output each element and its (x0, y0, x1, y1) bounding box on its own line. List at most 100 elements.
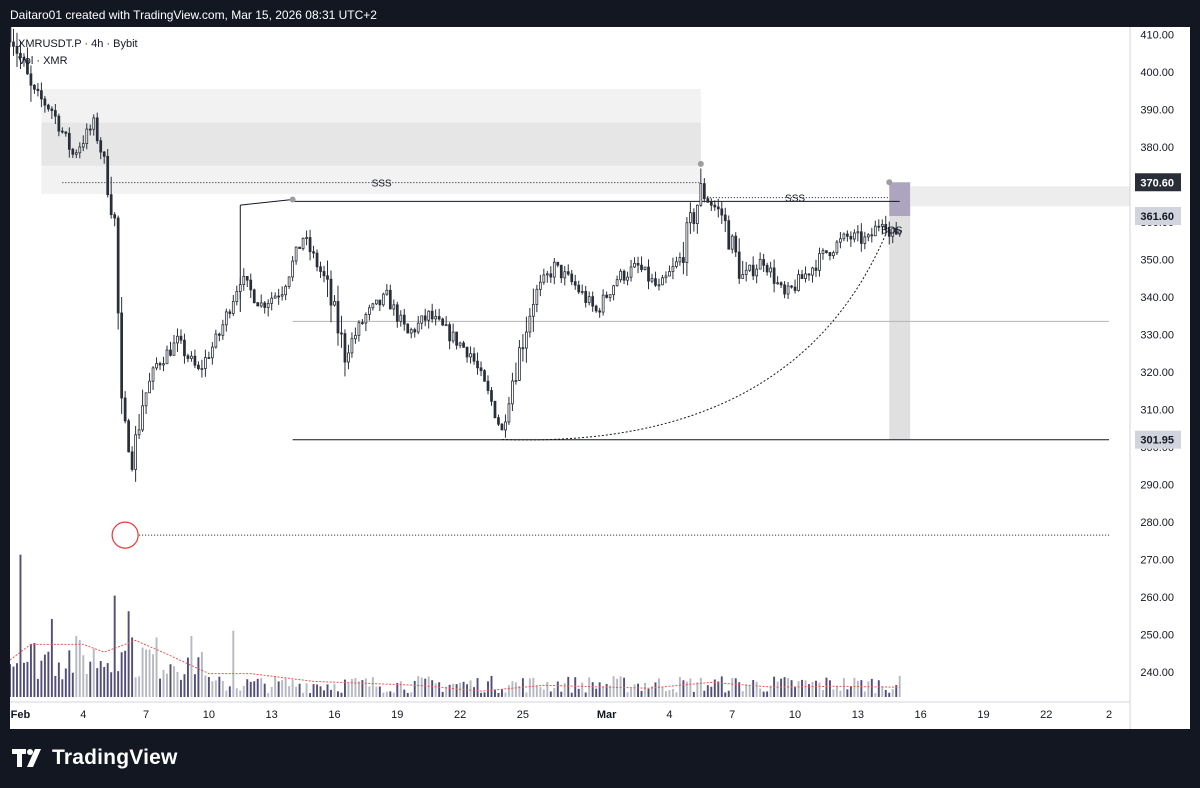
price-chart[interactable]: SSS SSS BOS 240.00 250.00 260.00 270.00 280.0… (10, 27, 1190, 729)
volume-bar-80 (288, 686, 291, 697)
candle-body-104 (371, 303, 375, 309)
volume-bar-33 (124, 650, 127, 697)
candle-body-101 (361, 322, 364, 325)
candle-body-141 (500, 423, 504, 431)
candle-body-163 (577, 284, 581, 293)
candle-body-2 (15, 45, 19, 54)
volume-bar-124 (441, 691, 444, 697)
candle-body-70 (252, 289, 256, 304)
candle-body-154 (545, 273, 549, 276)
candle-body-181 (640, 264, 643, 270)
volume-bar-138 (490, 675, 493, 697)
volume-bar-244 (860, 680, 863, 697)
volume-bar-19 (75, 636, 78, 697)
volume-bar-47 (173, 666, 175, 697)
candle-body-242 (853, 232, 856, 240)
volume-bar-175 (619, 676, 622, 697)
pivot-dot-2 (697, 160, 704, 167)
volume-bar-149 (528, 678, 531, 697)
volume-bar-196 (692, 691, 695, 697)
volume-bar-17 (68, 650, 71, 697)
volume-bar-104 (371, 677, 374, 697)
candle-body-97 (347, 352, 350, 363)
volume-bar-129 (459, 682, 462, 697)
volume-bar-102 (364, 678, 367, 697)
candle-body-227 (800, 274, 804, 279)
candle-body-73 (263, 302, 267, 308)
volume-bar-90 (323, 690, 325, 697)
candle-body-243 (856, 231, 860, 234)
candle-body-92 (329, 278, 333, 306)
candle-body-60 (217, 333, 221, 336)
candle-body-21 (81, 143, 85, 148)
volume-bar-163 (577, 688, 580, 697)
price-label-box-1 (1135, 173, 1181, 192)
volume-bar-209 (738, 682, 741, 697)
volume-bar-0 (10, 664, 11, 697)
volume-bar-24 (92, 648, 95, 697)
candle-body-169 (598, 310, 602, 313)
candle-body-229 (807, 273, 811, 276)
candle-body-103 (368, 307, 371, 315)
candle-body-52 (190, 355, 193, 359)
y-tick-410: 410.00 (1140, 30, 1174, 42)
volume-bar-36 (134, 677, 137, 697)
volume-bar-238 (839, 690, 842, 697)
volume-bar-89 (319, 686, 322, 697)
volume-bar-235 (828, 680, 831, 697)
candle-body-18 (71, 148, 75, 155)
y-tick-320: 320.00 (1140, 367, 1174, 379)
volume-bar-112 (399, 681, 402, 697)
volume-bar-111 (396, 682, 399, 697)
candle-body-204 (720, 208, 724, 216)
volume-bar-105 (375, 686, 378, 697)
candle-body-75 (270, 297, 274, 304)
x-tick-12: 10 (789, 709, 801, 721)
candle-body-211 (744, 269, 748, 275)
volume-bar-136 (483, 692, 486, 697)
candle-body-140 (497, 417, 500, 425)
candle-body-72 (259, 302, 263, 307)
credit-line: Daitaro01 created with TradingView.com, … (10, 8, 377, 22)
candle-body-36 (134, 434, 137, 470)
candle-body-110 (392, 304, 396, 310)
candle-body-167 (591, 296, 595, 307)
volume-bar-161 (570, 692, 573, 697)
candle-body-203 (716, 206, 720, 210)
candle-body-117 (416, 322, 420, 333)
candle-body-16 (64, 131, 68, 134)
overlay-layer: BOS (111, 160, 903, 549)
candle-body-200 (706, 198, 710, 203)
volume-bar-251 (884, 689, 887, 697)
volume-bar-35 (131, 637, 134, 697)
y-tick-250: 250.00 (1140, 630, 1174, 642)
volume-bar-254 (895, 685, 898, 697)
x-tick-13: 13 (852, 709, 864, 721)
candle-body-34 (127, 420, 130, 453)
volume-bar-249 (877, 680, 880, 697)
volume-bar-195 (689, 678, 692, 697)
candle-body-205 (723, 214, 727, 222)
volume-bar-73 (263, 683, 266, 697)
volume-bar-61 (221, 680, 224, 697)
volume-bar-21 (82, 655, 85, 697)
candle-body-171 (605, 294, 608, 298)
candle-body-71 (256, 302, 260, 307)
candle-body-239 (842, 233, 846, 240)
candle-body-43 (158, 363, 162, 366)
volume-bar-189 (668, 690, 671, 697)
candle-body-129 (458, 342, 462, 346)
candle-body-155 (549, 273, 553, 278)
candle-body-114 (406, 323, 410, 334)
candle-body-189 (668, 271, 671, 277)
candle-body-147 (521, 347, 525, 350)
volume-bar-178 (630, 688, 633, 697)
candle-body-23 (88, 128, 92, 131)
volume-bar-72 (260, 678, 263, 697)
volume-bar-201 (710, 686, 713, 697)
y-tick-280: 280.00 (1140, 517, 1174, 529)
candle-body-124 (441, 318, 445, 326)
volume-bar-84 (302, 692, 305, 697)
volume-bar-216 (762, 691, 765, 697)
